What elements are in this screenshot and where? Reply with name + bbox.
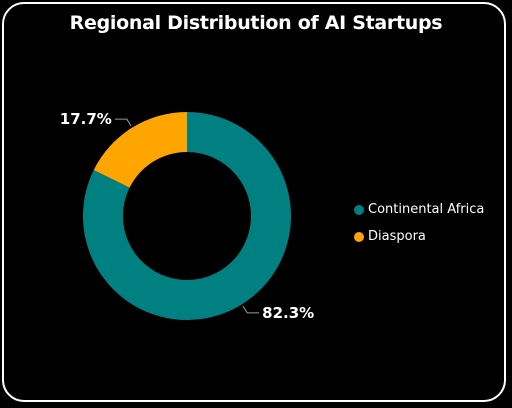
legend-item-continental-africa[interactable]: Continental Africa (354, 196, 484, 223)
data-label-diaspora: 17.7% (60, 110, 112, 128)
legend-label-diaspora: Diaspora (368, 229, 426, 244)
chart-title: Regional Distribution of AI Startups (69, 12, 443, 34)
legend-swatch-diaspora (354, 231, 364, 242)
legend-item-diaspora[interactable]: Diaspora (354, 223, 484, 250)
slice-continental-africa[interactable] (82, 112, 291, 320)
leader-line-diaspora (114, 118, 132, 127)
legend-swatch-continental-africa (354, 204, 364, 215)
leader-line-continental-africa (242, 305, 260, 314)
legend: Continental Africa Diaspora (354, 196, 484, 250)
data-label-continental-africa: 82.3% (262, 304, 314, 322)
legend-label-continental-africa: Continental Africa (368, 202, 485, 217)
slice-diaspora[interactable] (93, 112, 187, 188)
